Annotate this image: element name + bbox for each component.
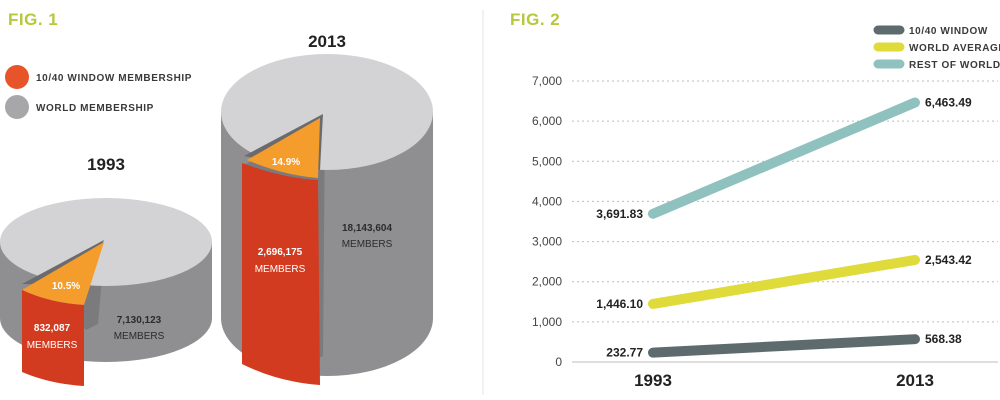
pie-1993-window-top <box>22 242 104 305</box>
fig2-plot-area <box>648 97 920 358</box>
fig1-legend: 10/40 WINDOW MEMBERSHIP WORLD MEMBERSHIP <box>5 65 192 119</box>
legend-world-swatch <box>5 95 29 119</box>
pie-2013-window-body <box>242 163 320 385</box>
pie-1993-world-top <box>0 198 212 286</box>
pie-1993-window-caption: MEMBERS <box>27 340 78 351</box>
fig2-legend: 10/40 WINDOW WORLD AVERAGE REST OF WORLD <box>873 25 1000 71</box>
pie-2013: 2013 14.9% 2,696,175 MEMBERS 18,143,604 … <box>221 32 433 385</box>
x-tick-label: 2013 <box>896 371 934 390</box>
pie-2013-window-top <box>247 118 320 178</box>
data-label: 1,446.10 <box>596 297 643 311</box>
pie-2013-window-caption: MEMBERS <box>255 264 306 275</box>
pie-1993-window-value: 832,087 <box>34 323 71 334</box>
pie-1993-world-value: 7,130,123 <box>117 315 162 326</box>
data-label: 3,691.83 <box>596 207 643 221</box>
y-tick-label: 2,000 <box>532 275 562 289</box>
legend-world-label: WORLD MEMBERSHIP <box>36 103 154 114</box>
data-label: 2,543.42 <box>925 253 972 267</box>
y-tick-label: 5,000 <box>532 154 562 168</box>
data-label: 568.38 <box>925 332 962 346</box>
fig2-grid <box>572 80 998 363</box>
legend-window-label: 10/40 WINDOW MEMBERSHIP <box>36 73 192 84</box>
fig2-label: FIG. 2 <box>510 10 560 29</box>
pie-2013-year: 2013 <box>308 32 346 51</box>
legend-window-swatch <box>5 65 29 89</box>
y-tick-label: 1,000 <box>532 315 562 329</box>
fig2-data-labels: 232.77 568.38 1,446.10 2,543.42 3,691.83 6,46… <box>596 96 972 360</box>
y-tick-label: 7,000 <box>532 74 562 88</box>
pie-1993: 1993 10.5% 832,087 MEMBERS 7,130,123 MEM… <box>0 155 212 386</box>
series-line <box>648 97 920 219</box>
x-tick-label: 1993 <box>634 371 672 390</box>
legend-label: 10/40 WINDOW <box>909 26 988 37</box>
pie-1993-percent: 10.5% <box>52 281 80 292</box>
legend-label: WORLD AVERAGE <box>909 43 1000 54</box>
fig2-y-axis: 0 1,000 2,000 3,000 4,000 5,000 6,000 7,000 <box>532 74 562 369</box>
y-tick-label: 3,000 <box>532 235 562 249</box>
pie-2013-window-value: 2,696,175 <box>258 247 303 258</box>
series-line <box>648 254 920 309</box>
pie-1993-world-caption: MEMBERS <box>114 331 165 342</box>
y-tick-label: 0 <box>555 355 562 369</box>
fig2-x-axis: 1993 2013 <box>634 371 934 390</box>
data-label: 6,463.49 <box>925 96 972 110</box>
pie-1993-year: 1993 <box>87 155 125 174</box>
pie-2013-world-caption: MEMBERS <box>342 239 393 250</box>
legend-label: REST OF WORLD <box>909 60 1000 71</box>
fig1-label: FIG. 1 <box>8 10 58 29</box>
pie-2013-percent: 14.9% <box>272 157 300 168</box>
pie-1993-window-body <box>22 290 84 386</box>
data-label: 232.77 <box>606 346 643 360</box>
y-tick-label: 4,000 <box>532 194 562 208</box>
pie-2013-world-value: 18,143,604 <box>342 223 392 234</box>
y-tick-label: 6,000 <box>532 114 562 128</box>
series-line <box>648 334 920 358</box>
